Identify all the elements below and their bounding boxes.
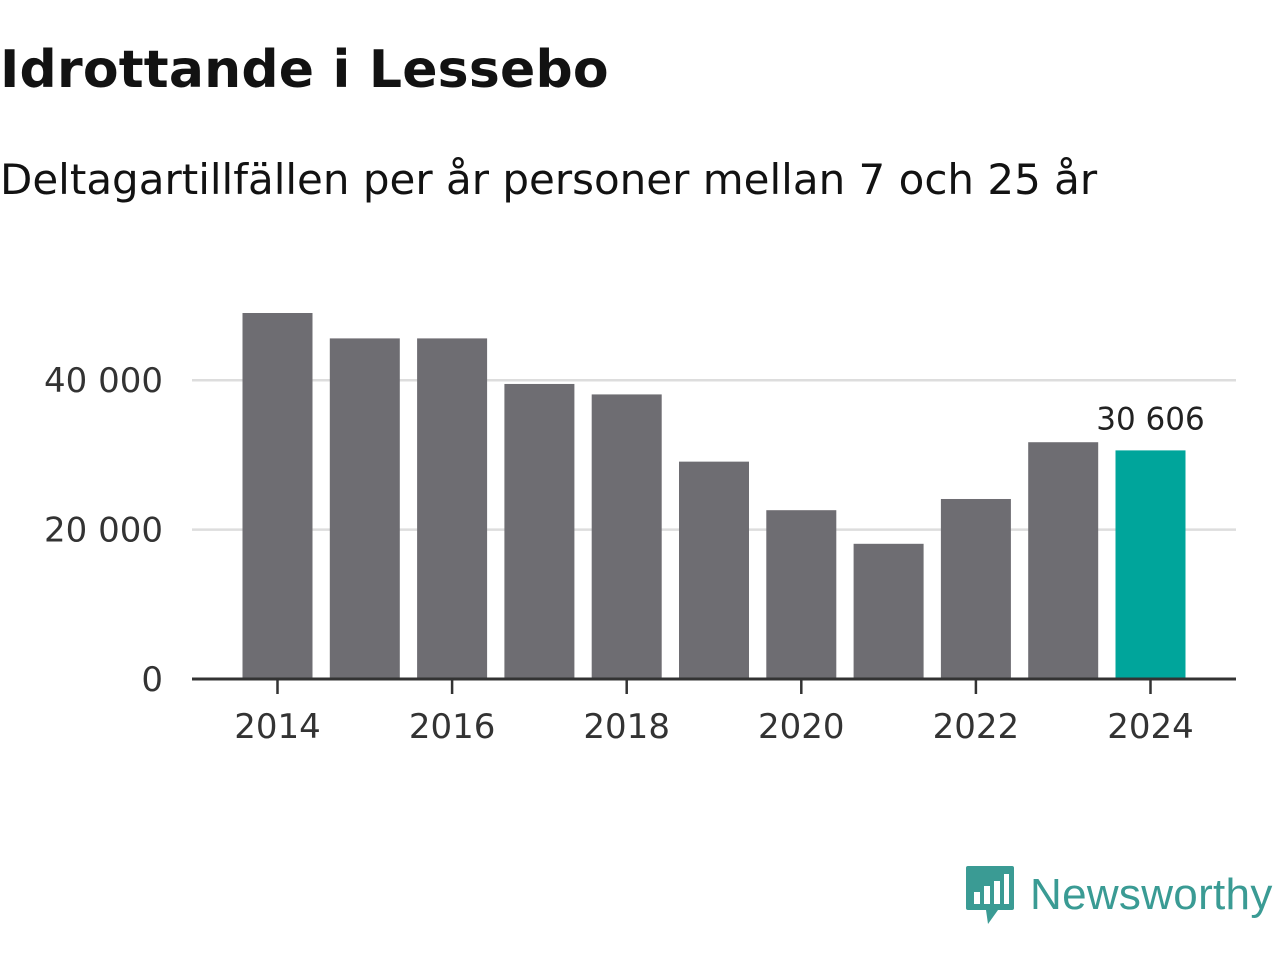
x-tick-label: 2014 [234, 707, 321, 747]
bar-2023 [1028, 442, 1099, 679]
bar-2020 [766, 510, 837, 679]
bar-2022 [940, 498, 1011, 679]
y-tick-label: 0 [141, 660, 163, 700]
bar-chart: 0 20 000 40 000 30 606 2014 2016 2018 2020 2022 2… [44, 313, 1236, 747]
bar-2014 [242, 313, 313, 679]
x-tick-label: 2022 [933, 707, 1020, 747]
bar-2015 [329, 338, 400, 679]
x-tick-label: 2020 [758, 707, 845, 747]
brand-logo: Newsworthy [964, 864, 1273, 926]
bar-2024 [1115, 450, 1186, 679]
y-tick-label: 20 000 [44, 511, 163, 551]
bar-2018 [591, 394, 662, 679]
chart-subtitle: Deltagartillfällen per år personer mella… [0, 155, 1098, 204]
bar-2021 [853, 543, 924, 679]
bar-2019 [679, 461, 749, 679]
bar-2017 [504, 383, 575, 679]
brand-name: Newsworthy [1030, 870, 1273, 919]
y-tick-label: 40 000 [44, 361, 163, 401]
chart-title: Idrottande i Lessebo [0, 40, 609, 100]
bar-2016 [417, 338, 488, 679]
x-tick-label: 2016 [409, 707, 496, 747]
x-tick-label: 2018 [583, 707, 670, 747]
x-tick-label: 2024 [1107, 707, 1194, 747]
data-label-2024: 30 606 [1096, 401, 1204, 437]
newsworthy-logo-icon [966, 866, 1014, 924]
